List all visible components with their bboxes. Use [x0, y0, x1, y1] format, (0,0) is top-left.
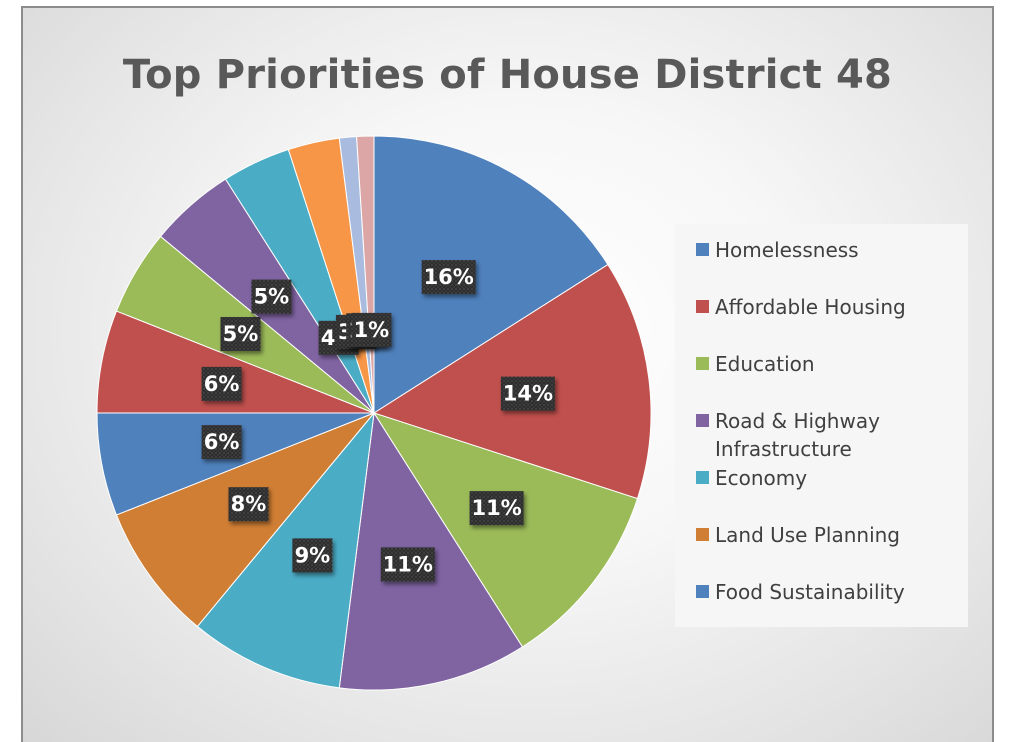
data-label-box-2 [469, 491, 524, 526]
data-label-6: 6% [201, 425, 242, 460]
pie-slice-0 [373, 135, 609, 414]
legend-label-0: Homelessness [715, 238, 859, 262]
data-label-box-8 [220, 317, 261, 351]
data-label-box-13 [351, 312, 392, 347]
pie-chart: 16%14%11%11%9%8%6%6%5%5%4%3%1%1% [96, 135, 652, 691]
data-label-1: 14% [500, 376, 555, 411]
data-label-text-4: 9% [295, 543, 331, 567]
legend-swatch-4 [696, 471, 709, 484]
legend-label-2: Education [715, 352, 815, 376]
legend-swatch-2 [696, 357, 709, 370]
pie-slice-2 [372, 412, 639, 648]
legend: Homelessness Affordable Housing Education R… [675, 224, 968, 627]
legend-swatch-3 [696, 414, 709, 427]
data-label-7: 6% [201, 366, 242, 401]
legend-label-4: Economy [715, 466, 808, 490]
data-label-text-3: 11% [383, 552, 433, 576]
pie-slices [96, 135, 652, 691]
data-label-box-3 [380, 547, 435, 582]
data-label-5: 8% [228, 487, 269, 522]
data-label-3: 11% [380, 547, 435, 582]
chart-title: Top Priorities of House District 48 [122, 52, 893, 98]
legend-label-5: Land Use Planning [715, 523, 900, 547]
data-label-box-5 [228, 487, 269, 522]
chart-frame: Top Priorities of House District 48 16% 1… [21, 6, 994, 742]
data-label-text-1: 14% [503, 382, 553, 406]
data-label-box-1 [500, 376, 555, 411]
legend-swatch-6 [696, 585, 709, 598]
data-label-text-7: 6% [204, 372, 240, 396]
data-label-text-8: 5% [223, 322, 259, 346]
legend-swatch-5 [696, 528, 709, 541]
data-label-box-9 [251, 279, 292, 314]
data-label-box-7 [201, 366, 242, 401]
data-label-box-0 [421, 260, 476, 295]
data-label-2: 11% [469, 491, 524, 526]
data-label-8: 5% [220, 317, 261, 351]
pie-data-labels: 16%14%11%11%9%8%6%6%5%5%4%3%1%1% [201, 260, 555, 582]
data-label-text-2: 11% [471, 496, 521, 520]
data-label-4: 9% [292, 538, 333, 573]
legend-swatch-0 [696, 243, 709, 256]
legend-label-6: Food Sustainability [715, 580, 905, 604]
data-label-box-6 [201, 425, 242, 460]
legend-label-1: Affordable Housing [715, 295, 906, 319]
data-label-text-6: 6% [204, 430, 240, 454]
data-label-text-9: 5% [254, 285, 290, 309]
data-label-9: 5% [251, 279, 292, 314]
legend-swatch-1 [696, 300, 709, 313]
pie-slice-4 [196, 411, 375, 689]
legend-label-3: Road & Highway Infrastructure [715, 409, 880, 461]
data-label-13: 1% [351, 312, 392, 347]
data-label-0: 16% [421, 260, 476, 295]
data-label-text-13: 1% [354, 318, 390, 342]
data-label-text-0: 16% [424, 265, 474, 289]
data-label-box-4 [292, 538, 333, 573]
data-label-text-5: 8% [231, 492, 267, 516]
